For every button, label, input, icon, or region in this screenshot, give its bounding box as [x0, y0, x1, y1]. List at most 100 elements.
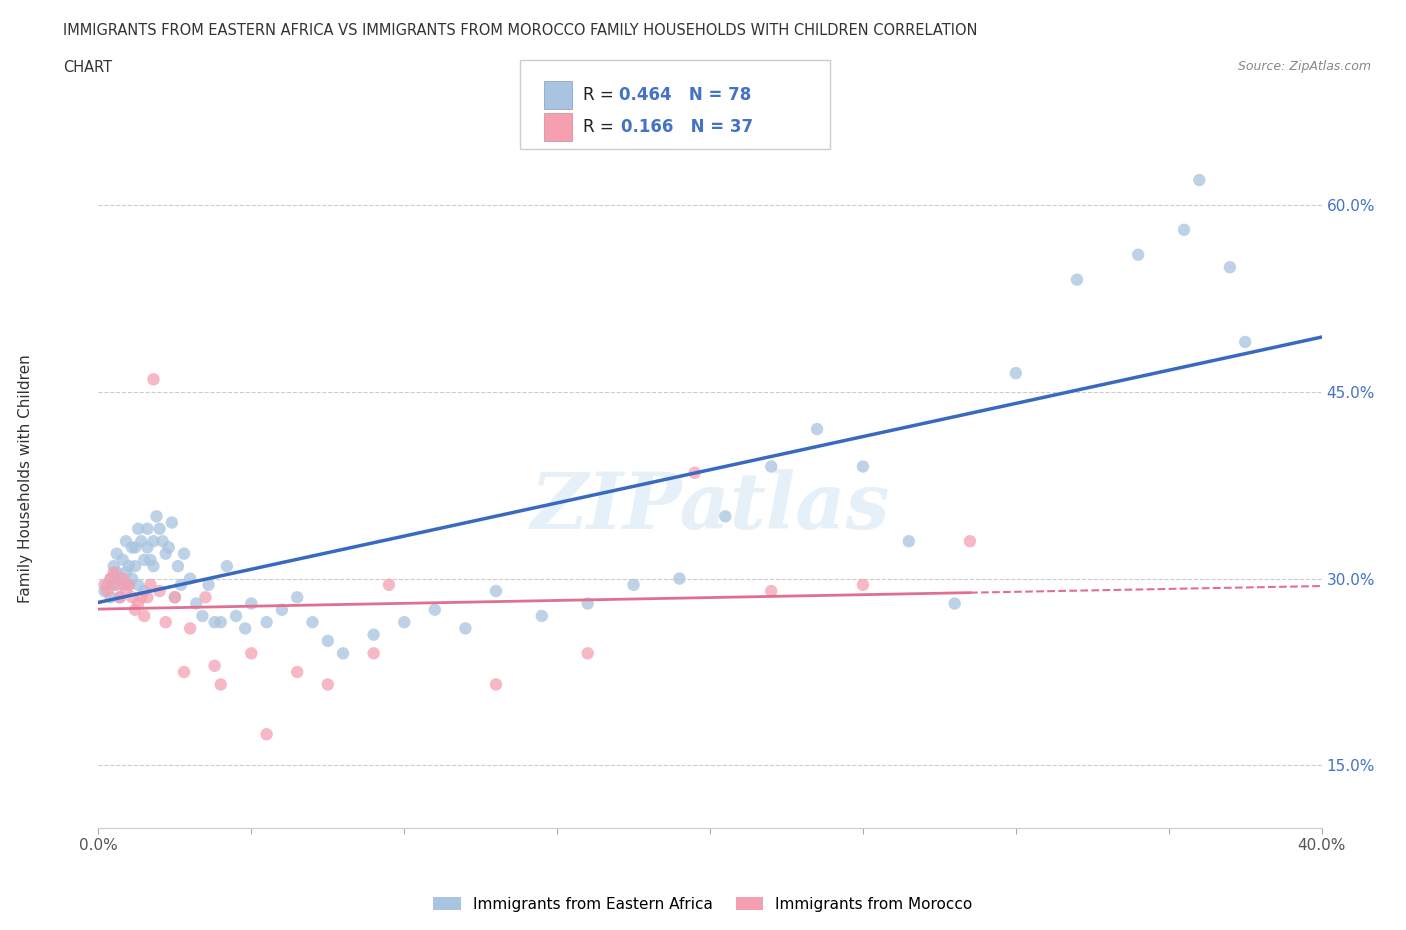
- Point: [943, 596, 966, 611]
- Point: [142, 372, 165, 387]
- Point: [806, 421, 828, 436]
- Point: [454, 621, 477, 636]
- Point: [623, 578, 645, 592]
- Point: [1173, 222, 1195, 237]
- Point: [103, 578, 125, 592]
- Point: [124, 540, 146, 555]
- Point: [100, 590, 122, 604]
- Point: [149, 522, 172, 537]
- Point: [111, 578, 134, 592]
- Point: [240, 596, 263, 611]
- Point: [423, 603, 446, 618]
- Point: [197, 578, 219, 592]
- Point: [136, 540, 159, 555]
- Point: [173, 546, 195, 561]
- Point: [256, 727, 278, 742]
- Point: [152, 534, 174, 549]
- Point: [363, 627, 385, 642]
- Point: [191, 608, 214, 623]
- Point: [270, 603, 292, 618]
- Text: IMMIGRANTS FROM EASTERN AFRICA VS IMMIGRANTS FROM MOROCCO FAMILY HOUSEHOLDS WITH: IMMIGRANTS FROM EASTERN AFRICA VS IMMIGR…: [63, 23, 977, 38]
- Point: [127, 596, 149, 611]
- Point: [115, 584, 138, 599]
- Point: [100, 571, 122, 586]
- Point: [93, 578, 115, 592]
- Point: [124, 603, 146, 618]
- Text: Source: ZipAtlas.com: Source: ZipAtlas.com: [1237, 60, 1371, 73]
- Point: [115, 534, 138, 549]
- Point: [100, 571, 122, 586]
- Point: [155, 615, 177, 630]
- Point: [363, 646, 385, 661]
- Point: [204, 658, 226, 673]
- Point: [136, 522, 159, 537]
- Point: [127, 522, 149, 537]
- Point: [316, 633, 339, 648]
- Point: [209, 677, 232, 692]
- Point: [118, 578, 141, 592]
- Point: [121, 590, 143, 604]
- Point: [576, 646, 599, 661]
- Point: [136, 590, 159, 604]
- Point: [1234, 335, 1257, 350]
- Point: [111, 552, 134, 567]
- Text: R =: R =: [583, 86, 620, 104]
- Point: [1188, 173, 1211, 188]
- Point: [233, 621, 256, 636]
- Point: [115, 565, 138, 579]
- Point: [149, 584, 172, 599]
- Point: [225, 608, 247, 623]
- Point: [530, 608, 553, 623]
- Point: [134, 584, 156, 599]
- Point: [160, 515, 183, 530]
- Point: [852, 578, 875, 592]
- Point: [714, 509, 737, 524]
- Point: [155, 546, 177, 561]
- Point: [134, 608, 156, 623]
- Point: [108, 571, 131, 586]
- Point: [1004, 365, 1026, 380]
- Point: [118, 578, 141, 592]
- Point: [97, 584, 120, 599]
- Point: [108, 590, 131, 604]
- Point: [852, 459, 875, 474]
- Point: [759, 584, 782, 599]
- Point: [759, 459, 782, 474]
- Point: [167, 559, 190, 574]
- Point: [485, 584, 508, 599]
- Point: [186, 596, 208, 611]
- Point: [157, 540, 180, 555]
- Point: [179, 571, 201, 586]
- Point: [139, 578, 162, 592]
- Point: [129, 534, 152, 549]
- Point: [1219, 259, 1241, 274]
- Point: [124, 559, 146, 574]
- Text: ZIPatlas: ZIPatlas: [530, 469, 890, 545]
- Point: [145, 509, 167, 524]
- Legend: Immigrants from Eastern Africa, Immigrants from Morocco: Immigrants from Eastern Africa, Immigran…: [427, 890, 979, 918]
- Point: [105, 578, 128, 592]
- Point: [163, 590, 186, 604]
- Point: [209, 615, 232, 630]
- Point: [215, 559, 238, 574]
- Point: [256, 615, 278, 630]
- Point: [127, 578, 149, 592]
- Point: [959, 534, 981, 549]
- Point: [204, 615, 226, 630]
- Point: [285, 590, 308, 604]
- Point: [97, 578, 120, 592]
- Point: [316, 677, 339, 692]
- Point: [111, 571, 134, 586]
- Point: [668, 571, 690, 586]
- Point: [1066, 272, 1088, 287]
- Point: [134, 552, 156, 567]
- Text: 0.166   N = 37: 0.166 N = 37: [621, 118, 754, 136]
- Point: [683, 465, 706, 480]
- Text: 0.464   N = 78: 0.464 N = 78: [619, 86, 751, 104]
- Point: [139, 552, 162, 567]
- Point: [142, 534, 165, 549]
- Point: [179, 621, 201, 636]
- Point: [897, 534, 920, 549]
- Point: [108, 590, 131, 604]
- Point: [285, 665, 308, 680]
